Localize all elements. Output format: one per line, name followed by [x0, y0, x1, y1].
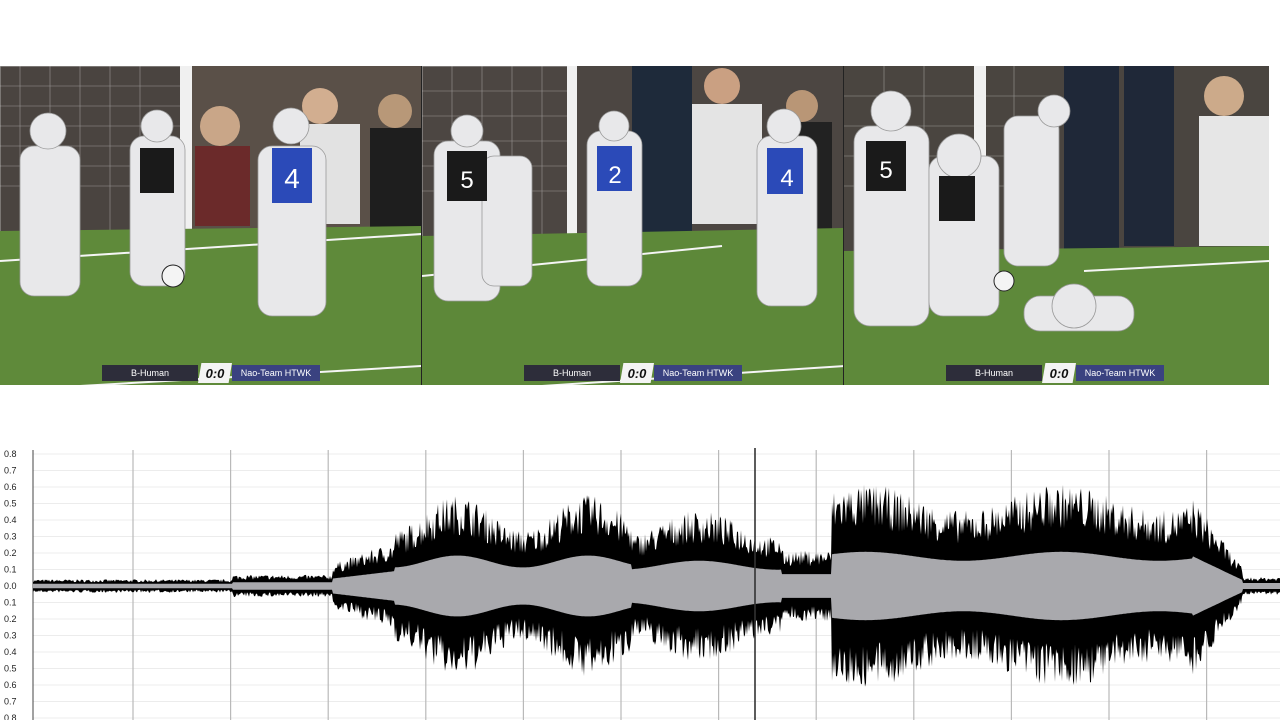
- video-frame-2: 5 2 4 B-Human 0:0 Nao-Team HTWK: [422, 66, 844, 385]
- video-frame-3: 5 B-Human 0:0 Nao-Team HTWK: [844, 66, 1269, 385]
- robot-soccer-scene-3: 5: [844, 66, 1269, 385]
- y-tick-label: 0.7: [4, 466, 17, 476]
- robot-soccer-scene-2: 5 2 4: [422, 66, 843, 385]
- waveform-rms: [33, 551, 1280, 621]
- y-tick-label: 0.1: [4, 598, 17, 608]
- y-tick-label: 0.0: [4, 581, 17, 591]
- score-label: 0:0: [620, 363, 654, 383]
- home-team-label: B-Human: [946, 365, 1042, 381]
- jersey-number: 5: [460, 167, 473, 194]
- y-tick-label: 0.3: [4, 532, 17, 542]
- jersey-number: 4: [780, 165, 793, 192]
- y-tick-label: 0.7: [4, 697, 17, 707]
- y-tick-label: 0.8: [4, 713, 17, 720]
- score-label: 0:0: [198, 363, 232, 383]
- y-tick-label: 0.5: [4, 499, 17, 509]
- y-tick-label: 0.6: [4, 482, 17, 492]
- y-tick-label: 0.1: [4, 565, 17, 575]
- home-team-label: B-Human: [524, 365, 620, 381]
- scoreboard: B-Human 0:0 Nao-Team HTWK: [102, 363, 320, 383]
- y-tick-label: 0.2: [4, 614, 17, 624]
- y-tick-label: 0.8: [4, 449, 17, 459]
- scoreboard: B-Human 0:0 Nao-Team HTWK: [946, 363, 1164, 383]
- waveform-y-axis: 0.8 0.7 0.6 0.5 0.4 0.3 0.2 0.1 0.0 0.1 0.2 0.3 0.4 0…: [4, 449, 34, 720]
- jersey-number: 4: [284, 163, 300, 194]
- y-tick-label: 0.5: [4, 664, 17, 674]
- score-label: 0:0: [1042, 363, 1076, 383]
- away-team-label: Nao-Team HTWK: [1076, 365, 1164, 381]
- robot-soccer-scene-1: 4: [0, 66, 421, 385]
- away-team-label: Nao-Team HTWK: [654, 365, 742, 381]
- y-tick-label: 0.2: [4, 548, 17, 558]
- y-tick-label: 0.4: [4, 515, 17, 525]
- audio-waveform: 0.8 0.7 0.6 0.5 0.4 0.3 0.2 0.1 0.0 0.1 0.2 0.3 0.4 0…: [4, 448, 1280, 720]
- y-tick-label: 0.6: [4, 680, 17, 690]
- video-frame-1: 4 B-Human 0:0 Nao-Team HTWK: [0, 66, 422, 385]
- y-tick-label: 0.3: [4, 631, 17, 641]
- jersey-number: 2: [608, 162, 621, 189]
- video-frames-strip: 4 B-Human 0:0 Nao-Team HTWK: [0, 66, 1269, 385]
- home-team-label: B-Human: [102, 365, 198, 381]
- jersey-number: 5: [879, 157, 892, 184]
- scoreboard: B-Human 0:0 Nao-Team HTWK: [524, 363, 742, 383]
- y-tick-label: 0.4: [4, 647, 17, 657]
- away-team-label: Nao-Team HTWK: [232, 365, 320, 381]
